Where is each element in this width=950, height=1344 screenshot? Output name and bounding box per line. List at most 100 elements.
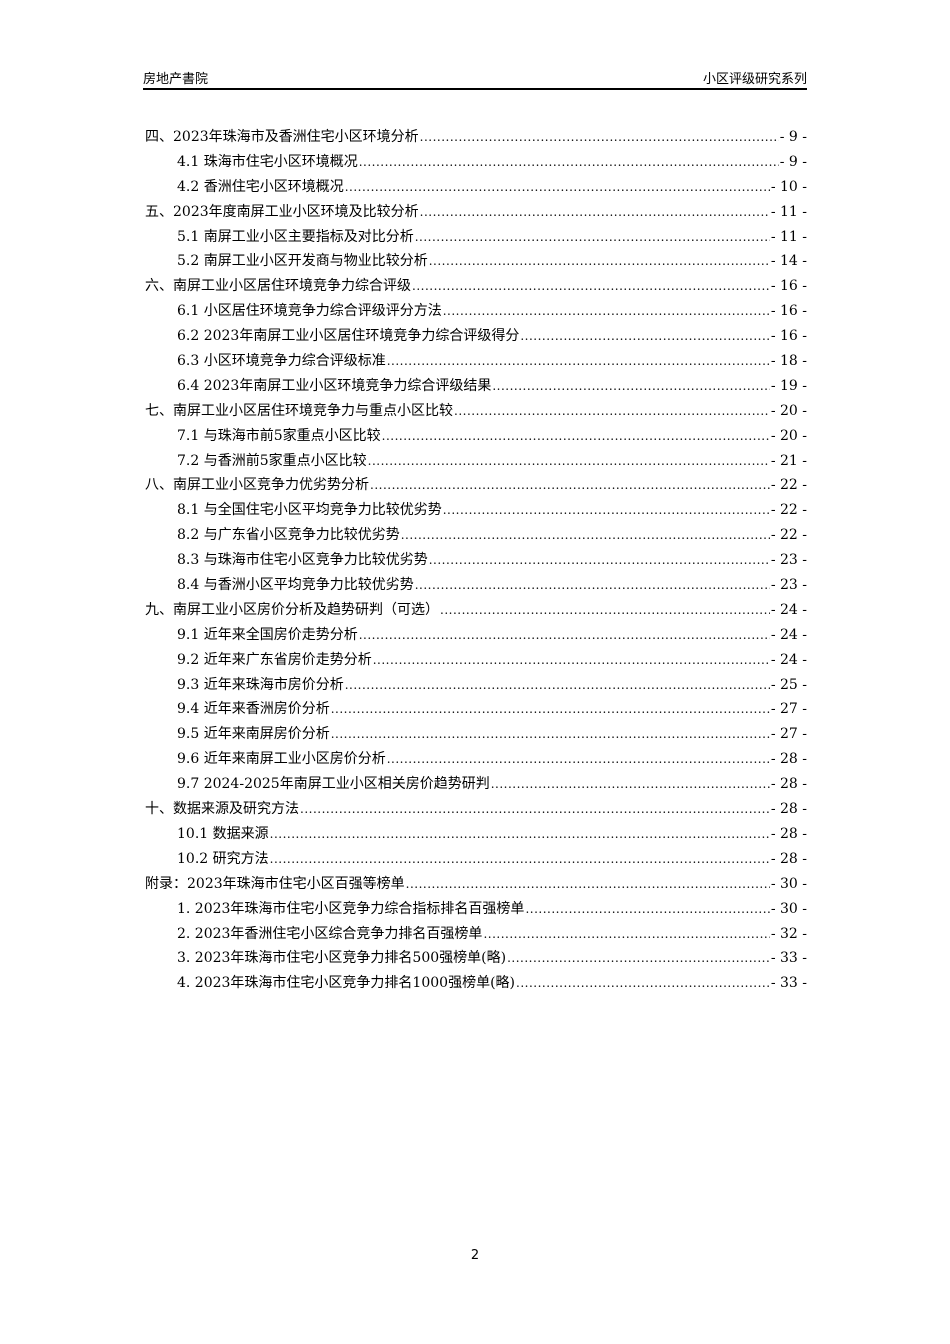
toc-section-entry[interactable]: 8.2 与广东省小区竞争力比较优劣势 - 22 - (145, 523, 807, 548)
toc-entry-title: 附录：2023年珠海市住宅小区百强等榜单 (145, 875, 405, 892)
toc-section-entry[interactable]: 5.1 南屏工业小区主要指标及对比分析 - 11 - (145, 225, 807, 250)
toc-section-entry[interactable]: 6.3 小区环境竞争力综合评级标准 - 18 - (145, 349, 807, 374)
toc-entry-title: 3. 2023年珠海市住宅小区竞争力排名500强榜单(略) (177, 950, 507, 967)
toc-dot-leader (382, 424, 770, 449)
toc-section-entry[interactable]: 10.2 研究方法 - 28 - (145, 847, 807, 872)
toc-entry-title: 8.4 与香洲小区平均竞争力比较优劣势 (177, 577, 414, 594)
toc-entry-page: - 14 - (770, 253, 807, 270)
toc-entry-page: - 22 - (770, 477, 807, 494)
toc-section-entry[interactable]: 9.2 近年来广东省房价走势分析 - 24 - (145, 648, 807, 673)
toc-chapter-entry[interactable]: 四、2023年珠海市及香洲住宅小区环境分析 - 9 - (145, 125, 807, 150)
toc-section-entry[interactable]: 9.3 近年来珠海市房价分析 - 25 - (145, 673, 807, 698)
toc-entry-page: - 33 - (770, 975, 807, 992)
toc-section-entry[interactable]: 9.5 近年来南屏房价分析 - 27 - (145, 722, 807, 747)
toc-chapter-entry[interactable]: 九、南屏工业小区房价分析及趋势研判（可选） - 24 - (145, 598, 807, 623)
toc-section-entry[interactable]: 3. 2023年珠海市住宅小区竞争力排名500强榜单(略) - 33 - (145, 946, 807, 971)
toc-entry-title: 9.7 2024-2025年南屏工业小区相关房价趋势研判 (177, 776, 490, 793)
toc-entry-page: - 24 - (770, 601, 807, 618)
toc-section-entry[interactable]: 10.1 数据来源 - 28 - (145, 822, 807, 847)
toc-entry-page: - 20 - (770, 402, 807, 419)
toc-entry-page: - 33 - (770, 950, 807, 967)
toc-chapter-entry[interactable]: 八、南屏工业小区竞争力优劣势分析 - 22 - (145, 473, 807, 498)
toc-dot-leader (270, 847, 770, 872)
toc-dot-leader (359, 623, 770, 648)
toc-entry-page: - 30 - (770, 875, 807, 892)
toc-section-entry[interactable]: 8.4 与香洲小区平均竞争力比较优劣势 - 23 - (145, 573, 807, 598)
toc-section-entry[interactable]: 6.2 2023年南屏工业小区居住环境竞争力综合评级得分 - 16 - (145, 324, 807, 349)
toc-section-entry[interactable]: 9.6 近年来南屏工业小区房价分析 - 28 - (145, 747, 807, 772)
toc-dot-leader (420, 200, 770, 225)
toc-section-entry[interactable]: 4. 2023年珠海市住宅小区竞争力排名1000强榜单(略) - 33 - (145, 971, 807, 996)
toc-dot-leader (429, 548, 770, 573)
toc-entry-page: - 27 - (770, 726, 807, 743)
toc-entry-title: 6.4 2023年南屏工业小区环境竞争力综合评级结果 (177, 377, 492, 394)
toc-section-entry[interactable]: 9.4 近年来香洲房价分析 - 27 - (145, 697, 807, 722)
toc-entry-page: - 24 - (770, 626, 807, 643)
toc-chapter-entry[interactable]: 十、数据来源及研究方法 - 28 - (145, 797, 807, 822)
toc-dot-leader (492, 374, 769, 399)
page-number: 2 (470, 1248, 480, 1263)
toc-entry-page: - 23 - (770, 552, 807, 569)
toc-section-entry[interactable]: 7.1 与珠海市前5家重点小区比较 - 20 - (145, 424, 807, 449)
toc-entry-title: 9.5 近年来南屏房价分析 (177, 726, 330, 743)
toc-entry-title: 八、南屏工业小区竞争力优劣势分析 (145, 477, 369, 494)
toc-entry-title: 9.4 近年来香洲房价分析 (177, 701, 330, 718)
toc-dot-leader (345, 175, 770, 200)
toc-section-entry[interactable]: 6.1 小区居住环境竞争力综合评级评分方法 - 16 - (145, 299, 807, 324)
toc-section-entry[interactable]: 8.1 与全国住宅小区平均竞争力比较优劣势 - 22 - (145, 498, 807, 523)
toc-dot-leader (270, 822, 770, 847)
toc-dot-leader (520, 324, 769, 349)
toc-dot-leader (373, 648, 770, 673)
toc-dot-leader (359, 150, 779, 175)
toc-entry-page: - 16 - (770, 303, 807, 320)
toc-entry-title: 四、2023年珠海市及香洲住宅小区环境分析 (145, 129, 419, 145)
toc-entry-title: 6.2 2023年南屏工业小区居住环境竞争力综合评级得分 (177, 328, 520, 345)
toc-chapter-entry[interactable]: 附录：2023年珠海市住宅小区百强等榜单 - 30 - (145, 872, 807, 897)
toc-entry-title: 9.6 近年来南屏工业小区房价分析 (177, 751, 386, 768)
toc-entry-page: - 10 - (770, 178, 807, 195)
toc-section-entry[interactable]: 4.2 香洲住宅小区环境概况 - 10 - (145, 175, 807, 200)
toc-chapter-entry[interactable]: 六、南屏工业小区居住环境竞争力综合评级 - 16 - (145, 274, 807, 299)
toc-section-entry[interactable]: 2. 2023年香洲住宅小区综合竞争力排名百强榜单 - 32 - (145, 922, 807, 947)
toc-entry-title: 9.3 近年来珠海市房价分析 (177, 676, 344, 693)
page-header: 房地产書院 小区评级研究系列 (143, 66, 807, 90)
toc-dot-leader (415, 225, 770, 250)
toc-entry-page: - 22 - (770, 502, 807, 519)
toc-section-entry[interactable]: 9.1 近年来全国房价走势分析 - 24 - (145, 623, 807, 648)
toc-entry-page: - 21 - (770, 452, 807, 469)
toc-entry-title: 五、2023年度南屏工业小区环境及比较分析 (145, 203, 419, 220)
toc-entry-title: 六、南屏工业小区居住环境竞争力综合评级 (145, 278, 411, 295)
toc-section-entry[interactable]: 9.7 2024-2025年南屏工业小区相关房价趋势研判 - 28 - (145, 772, 807, 797)
toc-dot-leader (406, 872, 770, 897)
toc-entry-page: - 19 - (770, 377, 807, 394)
toc-section-entry[interactable]: 7.2 与香洲前5家重点小区比较 - 21 - (145, 449, 807, 474)
toc-chapter-entry[interactable]: 五、2023年度南屏工业小区环境及比较分析 - 11 - (145, 200, 807, 225)
toc-dot-leader (368, 449, 770, 474)
toc-entry-title: 8.2 与广东省小区竞争力比较优劣势 (177, 527, 400, 544)
toc-entry-title: 7.1 与珠海市前5家重点小区比较 (177, 427, 381, 444)
toc-section-entry[interactable]: 5.2 南屏工业小区开发商与物业比较分析 - 14 - (145, 249, 807, 274)
toc-entry-page: - 28 - (770, 776, 807, 793)
toc-entry-title: 1. 2023年珠海市住宅小区竞争力综合指标排名百强榜单 (177, 900, 525, 917)
toc-dot-leader (443, 299, 770, 324)
toc-dot-leader (483, 922, 769, 947)
toc-section-entry[interactable]: 8.3 与珠海市住宅小区竞争力比较优劣势 - 23 - (145, 548, 807, 573)
toc-entry-page: - 18 - (770, 353, 807, 370)
toc-dot-leader (443, 498, 770, 523)
toc-entry-page: - 11 - (770, 203, 807, 220)
toc-entry-page: - 32 - (770, 925, 807, 942)
toc-entry-page: - 27 - (770, 701, 807, 718)
toc-dot-leader (387, 747, 770, 772)
toc-entry-page: - 11 - (770, 228, 807, 245)
toc-section-entry[interactable]: 1. 2023年珠海市住宅小区竞争力综合指标排名百强榜单 - 30 - (145, 897, 807, 922)
toc-dot-leader (401, 523, 770, 548)
header-series: 小区评级研究系列 (702, 72, 807, 87)
toc-entry-title: 10.2 研究方法 (177, 850, 269, 867)
toc-entry-title: 七、南屏工业小区居住环境竞争力与重点小区比较 (145, 402, 453, 419)
toc-dot-leader (370, 473, 770, 498)
toc-section-entry[interactable]: 4.1 珠海市住宅小区环境概况 - 9 - (145, 150, 807, 175)
toc-chapter-entry[interactable]: 七、南屏工业小区居住环境竞争力与重点小区比较 - 20 - (145, 399, 807, 424)
toc-section-entry[interactable]: 6.4 2023年南屏工业小区环境竞争力综合评级结果 - 19 - (145, 374, 807, 399)
header-publisher: 房地产書院 (143, 72, 209, 87)
toc-entry-title: 4. 2023年珠海市住宅小区竞争力排名1000强榜单(略) (177, 975, 515, 992)
